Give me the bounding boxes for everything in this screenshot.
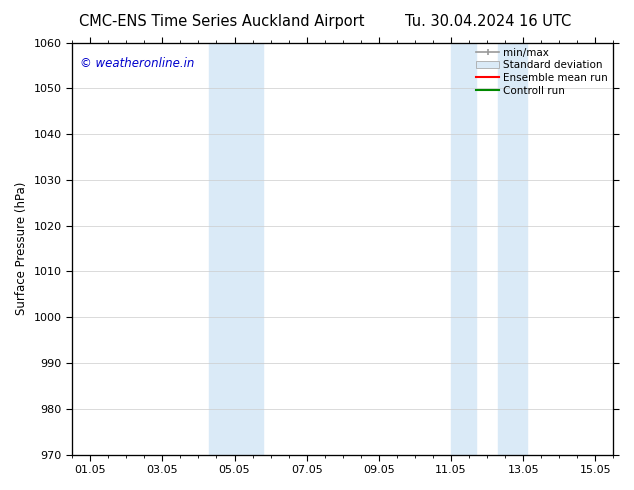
Text: Tu. 30.04.2024 16 UTC: Tu. 30.04.2024 16 UTC [405,14,571,29]
Bar [498,43,527,455]
Y-axis label: Surface Pressure (hPa): Surface Pressure (hPa) [15,182,28,315]
Bar [209,43,235,455]
Text: © weatheronline.in: © weatheronline.in [81,57,195,70]
Text: CMC-ENS Time Series Auckland Airport: CMC-ENS Time Series Auckland Airport [79,14,365,29]
Bar [235,43,263,455]
Legend: min/max, Standard deviation, Ensemble mean run, Controll run: min/max, Standard deviation, Ensemble me… [473,45,611,99]
Bar [451,43,476,455]
